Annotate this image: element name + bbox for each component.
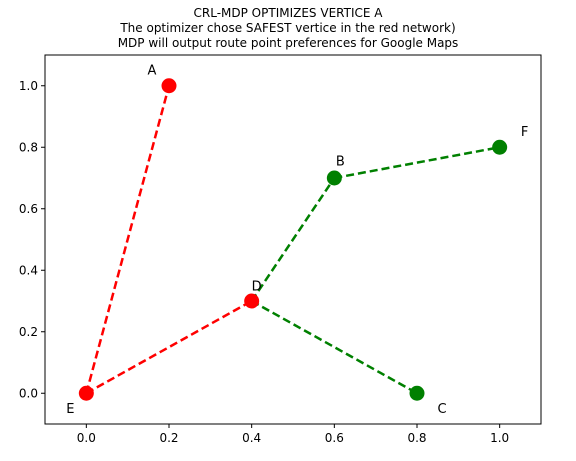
node-label-E: E — [66, 402, 74, 417]
y-axis-ticks: 0.0 0.2 0.4 0.6 0.8 1.0 — [19, 79, 45, 400]
chart-title: CRL-MDP OPTIMIZES VERTICE A The optimize… — [118, 6, 459, 50]
title-line-3: MDP will output route point preferences … — [118, 36, 459, 50]
edge-D-C — [251, 299, 418, 395]
y-tick-label: 0.4 — [19, 263, 38, 277]
node-D — [244, 293, 260, 309]
y-tick-label: 0.2 — [19, 325, 38, 339]
title-line-1: CRL-MDP OPTIMIZES VERTICE A — [194, 6, 384, 20]
edges-layer — [85, 85, 500, 395]
node-label-C: C — [437, 402, 446, 417]
edge-B-F — [334, 146, 500, 180]
y-tick-label: 0.0 — [19, 386, 38, 400]
x-tick-label: 0.8 — [407, 431, 426, 445]
y-tick-label: 0.8 — [19, 140, 38, 154]
node-B — [326, 170, 342, 186]
title-line-2: The optimizer chose SAFEST vertice in th… — [119, 21, 455, 35]
node-labels-layer: A B C D E F — [66, 63, 528, 417]
x-tick-label: 0.0 — [77, 431, 96, 445]
node-label-D: D — [252, 280, 262, 295]
node-label-B: B — [336, 155, 345, 170]
y-tick-label: 0.6 — [19, 202, 38, 216]
edge-E-D — [85, 299, 253, 395]
node-label-F: F — [521, 125, 528, 140]
x-tick-label: 0.2 — [159, 431, 178, 445]
nodes-layer — [78, 78, 508, 401]
plot-frame — [44, 54, 542, 425]
edge-D-B — [250, 177, 336, 302]
node-F — [492, 139, 508, 155]
y-tick-label: 1.0 — [19, 79, 38, 93]
x-tick-label: 1.0 — [490, 431, 509, 445]
node-A — [161, 78, 177, 94]
node-label-A: A — [148, 63, 157, 78]
x-tick-label: 0.4 — [242, 431, 261, 445]
edge-E-A — [85, 85, 171, 394]
node-E — [78, 385, 94, 401]
node-C — [409, 385, 425, 401]
x-tick-label: 0.6 — [325, 431, 344, 445]
x-axis-ticks: 0.0 0.2 0.4 0.6 0.8 1.0 — [77, 424, 509, 445]
